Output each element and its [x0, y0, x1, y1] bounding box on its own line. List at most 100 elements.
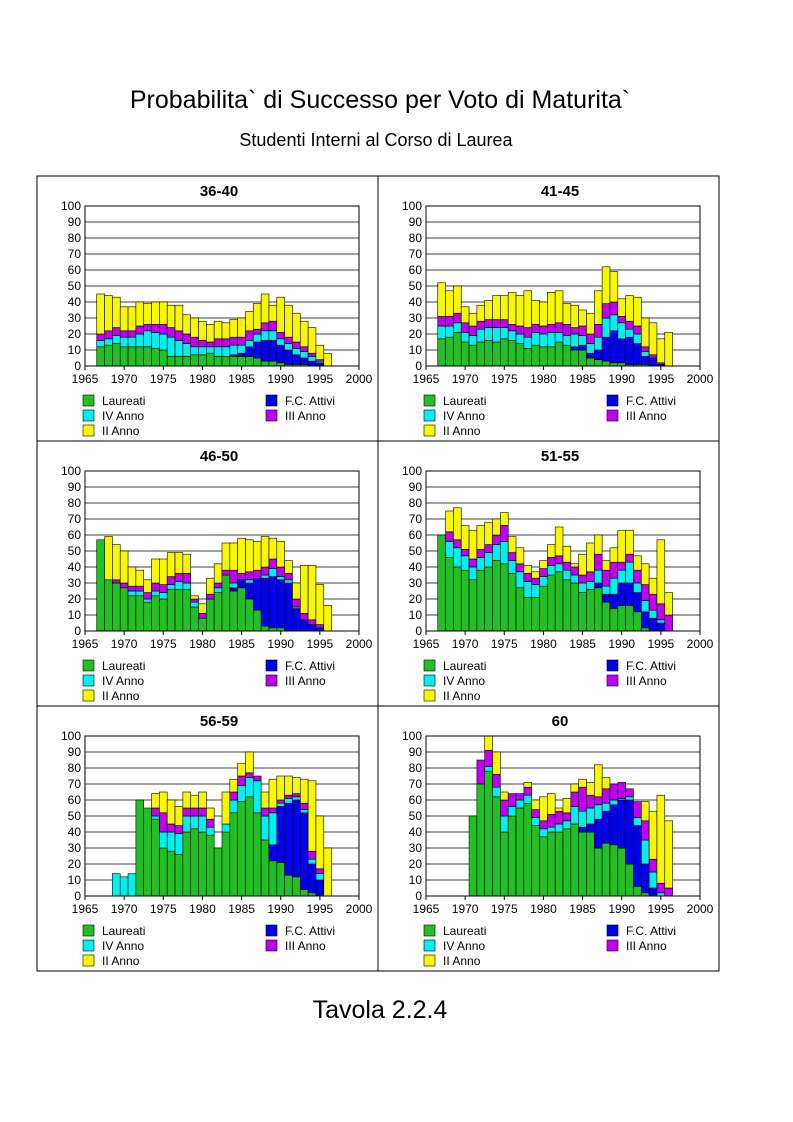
- y-tick-label: 80: [68, 761, 82, 775]
- bar-fc-1989: [609, 593, 619, 609]
- bar-iv-1982: [213, 587, 223, 593]
- bar-iv-1992: [633, 333, 642, 344]
- bar-iii-1977: [515, 793, 525, 801]
- bar-ii-1975: [500, 295, 509, 320]
- bar-ii-1991: [284, 775, 293, 796]
- bar-iv-1977: [174, 340, 184, 357]
- bar-ii-1984: [570, 563, 579, 568]
- bar-iv-1978: [182, 815, 191, 833]
- bar-iv-1993: [299, 809, 309, 814]
- bar-fc-1989: [609, 330, 619, 364]
- bar-iii-1994: [648, 858, 658, 873]
- bar-iii-1969: [112, 327, 121, 336]
- bar-ii-1992: [292, 777, 301, 794]
- bar-ii-1981: [547, 292, 556, 325]
- bar-laureati-1989: [609, 608, 619, 632]
- bar-iii-1969: [453, 539, 462, 549]
- bar-ii-1982: [554, 526, 564, 557]
- bar-laureati-1974: [492, 560, 501, 632]
- bar-iv-1981: [206, 826, 215, 836]
- bar-iii-1995: [656, 882, 666, 894]
- bar-fc-1990: [617, 338, 626, 364]
- panel-title: 60: [552, 713, 569, 730]
- bar-iv-1972: [476, 557, 486, 571]
- bar-laureati-1987: [253, 812, 262, 897]
- bar-iii-1991: [625, 553, 634, 563]
- bar-iii-1975: [500, 799, 509, 817]
- bar-iii-1977: [174, 330, 184, 341]
- bar-ii-1978: [523, 782, 532, 788]
- bar-ii-1975: [500, 791, 509, 801]
- bar-iii-1986: [245, 330, 254, 341]
- bar-ii-1995: [315, 344, 325, 360]
- bar-iii-1992: [633, 325, 642, 335]
- x-tick-label: 2000: [346, 637, 373, 651]
- bar-laureati-1986: [245, 598, 254, 632]
- bar-laureati-1985: [237, 356, 246, 367]
- x-tick-label: 1995: [307, 637, 334, 651]
- bar-iv-1979: [531, 584, 540, 598]
- legend-label-laureati: Laureati: [102, 659, 145, 673]
- bar-laureati-1983: [221, 831, 231, 897]
- bar-iii-1994: [648, 354, 658, 359]
- bar-ii-1989: [609, 271, 619, 303]
- bar-iii-1981: [206, 593, 215, 600]
- bar-iii-1979: [531, 577, 540, 585]
- bar-iii-1978: [182, 807, 191, 817]
- bar-ii-1972: [476, 304, 486, 322]
- table-caption: Tavola 2.2.4: [312, 996, 448, 1024]
- x-tick-label: 1995: [648, 902, 675, 916]
- x-tick-label: 1990: [267, 902, 294, 916]
- legend: Laureati F.C. Attivi IV Anno III Anno II Ann…: [82, 659, 335, 703]
- bar-ii-1980: [539, 560, 548, 569]
- y-tick-label: 40: [409, 825, 423, 839]
- bar-iv-1976: [166, 831, 176, 852]
- bar-laureati-1969: [112, 343, 121, 367]
- bar-iv-1978: [182, 582, 191, 590]
- plot-frame: [425, 470, 701, 632]
- x-tick-label: 1990: [267, 637, 294, 651]
- bar-iii-1993: [640, 820, 650, 841]
- y-tick-label: 80: [409, 496, 423, 510]
- bar-iv-1991: [284, 798, 293, 804]
- bar-iii-1970: [460, 549, 470, 557]
- y-tick-label: 10: [409, 343, 423, 357]
- legend-swatch-iii: [606, 674, 619, 687]
- legend: Laureati F.C. Attivi IV Anno III Anno II Ann…: [423, 659, 676, 703]
- bar-laureati-1986: [245, 796, 254, 897]
- bar-fc-1986: [245, 346, 254, 357]
- bar-ii-1981: [547, 544, 556, 558]
- bar-ii-1992: [292, 312, 301, 343]
- bar-iii-1970: [119, 330, 129, 338]
- bar-ii-1987: [253, 541, 262, 571]
- bar-iv-1975: [159, 333, 168, 351]
- bar-laureati-1987: [594, 587, 603, 632]
- bar-laureati-1982: [554, 571, 564, 632]
- bar-ii-1995: [315, 815, 325, 870]
- legend-swatch-laureati: [423, 924, 436, 937]
- bar-iv-1979: [531, 332, 540, 346]
- chart-panel-36-40: 36-40 0 10 20 30 40 50 60 70 80 90 100 1965 1970 1975 1…: [61, 183, 373, 438]
- y-tick-label: 90: [68, 745, 82, 759]
- y-tick-label: 70: [68, 247, 82, 261]
- bar-ii-1985: [237, 762, 246, 777]
- x-tick-label: 1985: [228, 902, 255, 916]
- bar-ii-1986: [245, 539, 254, 573]
- y-tick-label: 60: [68, 528, 82, 542]
- bar-ii-1986: [245, 751, 254, 774]
- bar-iv-1978: [523, 336, 532, 349]
- bar-laureati-1985: [578, 349, 587, 367]
- legend-swatch-iii: [265, 939, 278, 952]
- legend-label-iii: III Anno: [285, 939, 326, 953]
- bar-iii-1976: [507, 324, 517, 332]
- bar-iii-1988: [601, 569, 611, 587]
- bar-iv-1994: [648, 609, 658, 619]
- bar-iv-1987: [594, 569, 603, 584]
- bar-ii-1989: [268, 537, 278, 560]
- y-tick-label: 100: [402, 199, 422, 213]
- bar-iii-1973: [143, 592, 152, 600]
- bar-iii-1987: [253, 775, 262, 782]
- bar-iv-1968: [445, 541, 454, 558]
- bar-laureati-1978: [182, 831, 191, 897]
- bar-iv-1975: [500, 327, 509, 340]
